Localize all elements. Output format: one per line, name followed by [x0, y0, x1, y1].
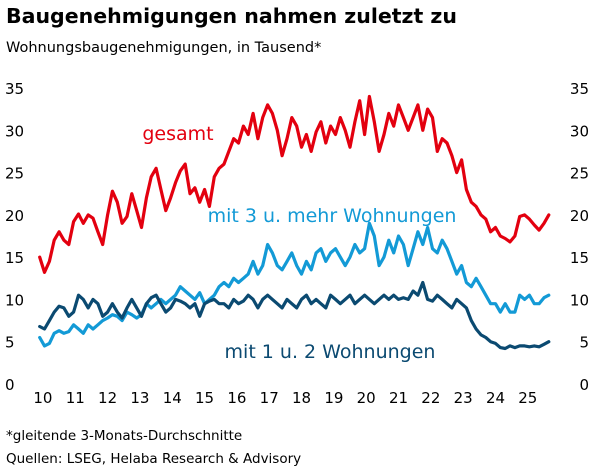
x-tick-label: 18 [292, 389, 311, 407]
y-tick-label-left: 30 [5, 122, 24, 140]
y-tick-label-left: 0 [5, 376, 15, 394]
x-tick-label: 15 [195, 389, 214, 407]
series-lines [38, 94, 551, 351]
x-tick-label: 19 [324, 389, 343, 407]
y-tick-label-left: 20 [5, 207, 24, 225]
series-line-mit-1-u-2-wohnungen [38, 280, 551, 351]
series-line-gesamt [38, 94, 551, 274]
y-tick-label-left: 35 [5, 80, 24, 98]
y-tick-label-left: 5 [5, 334, 15, 352]
x-tick-label: 20 [357, 389, 376, 407]
y-tick-label-right: 20 [570, 207, 589, 225]
y-tick-label-left: 25 [5, 165, 24, 183]
x-tick-label: 13 [130, 389, 149, 407]
y-tick-label-right: 10 [570, 291, 589, 309]
x-tick-label: 25 [518, 389, 537, 407]
y-axis-left: 0 5 10 15 20 25 30 35 [5, 80, 24, 394]
x-tick-label: 11 [66, 389, 85, 407]
x-tick-label: 10 [33, 389, 52, 407]
series-label-mit-1-u-2-wohnungen: mit 1 u. 2 Wohnungen [225, 341, 436, 363]
y-tick-label-left: 15 [5, 249, 24, 267]
series-line-mit-3-u-mehr-wohnungen [38, 221, 551, 348]
x-tick-label: 23 [454, 389, 473, 407]
y-tick-label-right: 0 [579, 376, 589, 394]
series-labels: gesamt mit 3 u. mehr Wohnungen mit 1 u. 2 … [142, 123, 456, 363]
x-tick-label: 17 [260, 389, 279, 407]
y-tick-label-left: 10 [5, 291, 24, 309]
footnote-smoothing: *gleitende 3-Monats-Durchschnitte [6, 428, 243, 444]
x-tick-label: 12 [98, 389, 117, 407]
series-label-gesamt: gesamt [142, 123, 213, 145]
y-tick-label-right: 30 [570, 122, 589, 140]
x-tick-label: 22 [421, 389, 440, 407]
x-axis: 10 11 12 13 14 15 16 17 18 19 20 21 22 23 24 25 [33, 389, 537, 407]
chart-subtitle: Wohnungsbaugenehmigungen, in Tausend* [6, 40, 322, 56]
y-tick-label-right: 15 [570, 249, 589, 267]
series-label-mit-3-u-mehr-wohnungen: mit 3 u. mehr Wohnungen [208, 205, 457, 227]
y-axis-right: 0 5 10 15 20 25 30 35 [570, 80, 589, 394]
x-tick-label: 16 [227, 389, 246, 407]
chart-title: Baugenehmigungen nahmen zuletzt zu [6, 4, 457, 28]
x-tick-label: 21 [389, 389, 408, 407]
y-tick-label-right: 25 [570, 165, 589, 183]
footnote-sources: Quellen: LSEG, Helaba Research & Advisor… [6, 451, 302, 467]
y-tick-label-right: 5 [579, 334, 589, 352]
x-tick-label: 24 [486, 389, 505, 407]
x-tick-label: 14 [163, 389, 182, 407]
y-tick-label-right: 35 [570, 80, 589, 98]
